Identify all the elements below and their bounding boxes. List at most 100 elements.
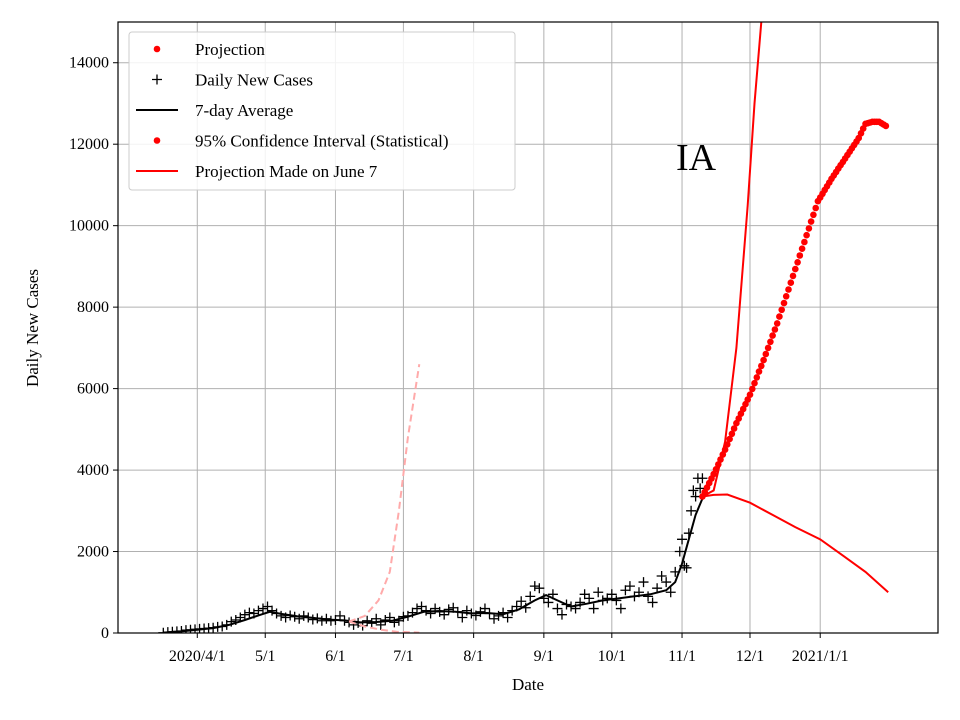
daily-case-point xyxy=(611,595,622,606)
seven-day-average-line xyxy=(163,498,704,633)
daily-case-point xyxy=(244,607,255,618)
x-tick-label: 9/1 xyxy=(534,648,554,665)
projection-point xyxy=(812,204,819,212)
daily-case-point xyxy=(257,603,268,614)
x-tick-label: 10/1 xyxy=(598,648,626,665)
daily-case-point xyxy=(697,473,708,484)
projection-point xyxy=(801,238,808,246)
y-tick-label: 4000 xyxy=(77,462,109,479)
daily-case-point xyxy=(688,485,699,496)
daily-case-point xyxy=(253,605,264,616)
y-tick-label: 0 xyxy=(101,625,109,642)
daily-case-point xyxy=(690,491,701,502)
daily-case-point xyxy=(674,546,685,557)
daily-case-point xyxy=(307,614,318,625)
projection-point xyxy=(730,425,738,432)
projection-point xyxy=(764,344,772,352)
projection-point xyxy=(771,326,779,333)
daily-case-point xyxy=(647,597,658,608)
projection-point xyxy=(751,379,758,387)
daily-case-point xyxy=(656,570,667,581)
legend-label: Projection Made on June 7 xyxy=(195,162,378,181)
projection-point xyxy=(785,286,792,293)
projection-point xyxy=(726,435,733,443)
projection-point xyxy=(755,368,763,375)
projection-point xyxy=(882,122,890,130)
daily-case-point xyxy=(443,604,454,615)
projection-point xyxy=(767,338,774,346)
x-tick-label: 2020/4/1 xyxy=(169,648,226,665)
legend-label: 7-day Average xyxy=(195,101,293,120)
projection-point xyxy=(796,252,804,259)
state-annotation: IA xyxy=(676,137,717,179)
y-tick-label: 12000 xyxy=(69,136,109,153)
daily-case-point xyxy=(620,585,631,596)
projection-point xyxy=(753,374,761,381)
confidence-interval-line xyxy=(701,22,889,594)
daily-case-point xyxy=(525,591,536,602)
daily-case-point xyxy=(276,610,287,621)
projection-point xyxy=(780,299,788,307)
daily-case-point xyxy=(661,577,672,588)
legend: Projection Daily New Cases 7-day Average 95… xyxy=(128,31,516,191)
daily-case-point xyxy=(643,591,654,602)
y-axis-label: Daily New Cases xyxy=(23,269,42,387)
daily-case-point xyxy=(425,608,436,619)
projection-point xyxy=(728,430,736,438)
projection-point xyxy=(762,350,770,358)
daily-case-point xyxy=(389,617,400,628)
projection-point xyxy=(789,272,797,280)
y-tick-label: 8000 xyxy=(77,299,109,316)
daily-case-point xyxy=(529,581,540,592)
daily-case-point xyxy=(665,587,676,598)
projection-point xyxy=(758,362,765,370)
daily-case-point xyxy=(502,612,513,623)
daily-case-point xyxy=(593,587,604,598)
daily-case-point xyxy=(677,534,688,545)
daily-case-point xyxy=(588,603,599,614)
y-tick-label: 14000 xyxy=(69,55,109,72)
x-tick-label: 7/1 xyxy=(393,648,413,665)
daily-case-point xyxy=(579,589,590,600)
daily-case-point xyxy=(543,597,554,608)
projection-point xyxy=(798,245,806,252)
series-layer xyxy=(158,22,890,633)
projection-point xyxy=(794,259,801,266)
projection-point xyxy=(792,265,799,273)
daily-case-point xyxy=(602,593,613,604)
daily-case-point xyxy=(681,562,692,573)
daily-case-point xyxy=(479,603,490,614)
daily-case-point xyxy=(624,581,635,592)
legend-dot-marker xyxy=(153,45,161,53)
daily-case-point xyxy=(457,612,468,623)
x-tick-label: 8/1 xyxy=(463,648,483,665)
daily-case-point xyxy=(516,596,527,607)
projection-point xyxy=(787,279,795,287)
daily-case-point xyxy=(239,609,250,620)
daily-case-point xyxy=(316,615,327,626)
projection-point xyxy=(776,313,783,320)
legend-plus-marker xyxy=(152,74,162,85)
daily-case-point xyxy=(686,505,697,516)
x-tick-label: 2021/1/1 xyxy=(792,648,849,665)
x-tick-label: 11/1 xyxy=(668,648,696,665)
daily-case-point xyxy=(556,609,567,620)
daily-case-point xyxy=(695,483,706,494)
daily-case-point xyxy=(615,603,626,614)
projection-point xyxy=(778,306,785,314)
daily-case-point xyxy=(362,615,373,626)
projection-point xyxy=(803,231,810,239)
plot-frame xyxy=(117,21,939,634)
projection-point xyxy=(749,385,756,393)
projection-point xyxy=(810,211,817,219)
daily-case-point xyxy=(534,583,545,594)
daily-case-point xyxy=(262,601,273,612)
plot-area xyxy=(158,22,890,633)
daily-case-point xyxy=(366,618,377,629)
x-tick-label: 12/1 xyxy=(736,648,764,665)
legend-box xyxy=(128,31,516,191)
daily-case-point xyxy=(380,614,391,625)
legend-label: Daily New Cases xyxy=(195,71,313,90)
y-tick-label: 6000 xyxy=(77,381,109,398)
